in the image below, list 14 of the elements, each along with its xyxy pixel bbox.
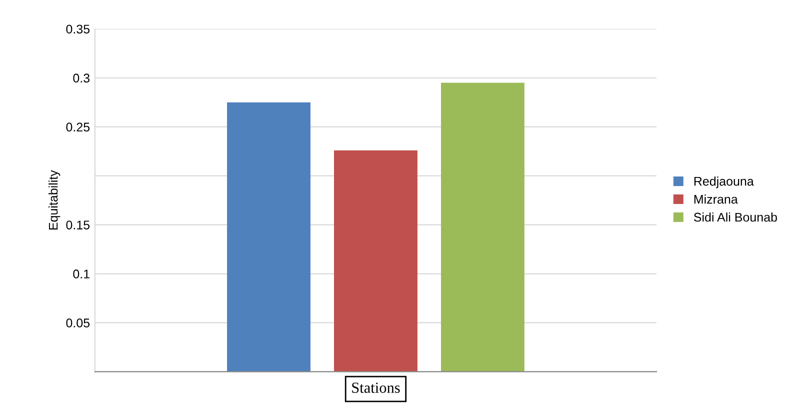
x-axis-title: Stations (352, 382, 400, 393)
legend-label: Redjaouna (694, 176, 754, 188)
y-tick-label: 0.15 (66, 220, 90, 230)
y-tick-label: 0.35 (66, 24, 90, 34)
y-tick-label: 0.3 (73, 74, 90, 83)
y-tick-label: 0.25 (66, 122, 90, 132)
y-tick-label: 0.05 (66, 318, 90, 328)
bar (334, 150, 418, 372)
bar (440, 82, 524, 372)
y-axis-title: Equitability (48, 170, 60, 230)
legend-label: Mizrana (694, 194, 738, 204)
y-tick-label: 0.1 (73, 270, 90, 278)
legend-label: Sidi Ali Bounab (694, 212, 777, 222)
bar (227, 102, 310, 372)
